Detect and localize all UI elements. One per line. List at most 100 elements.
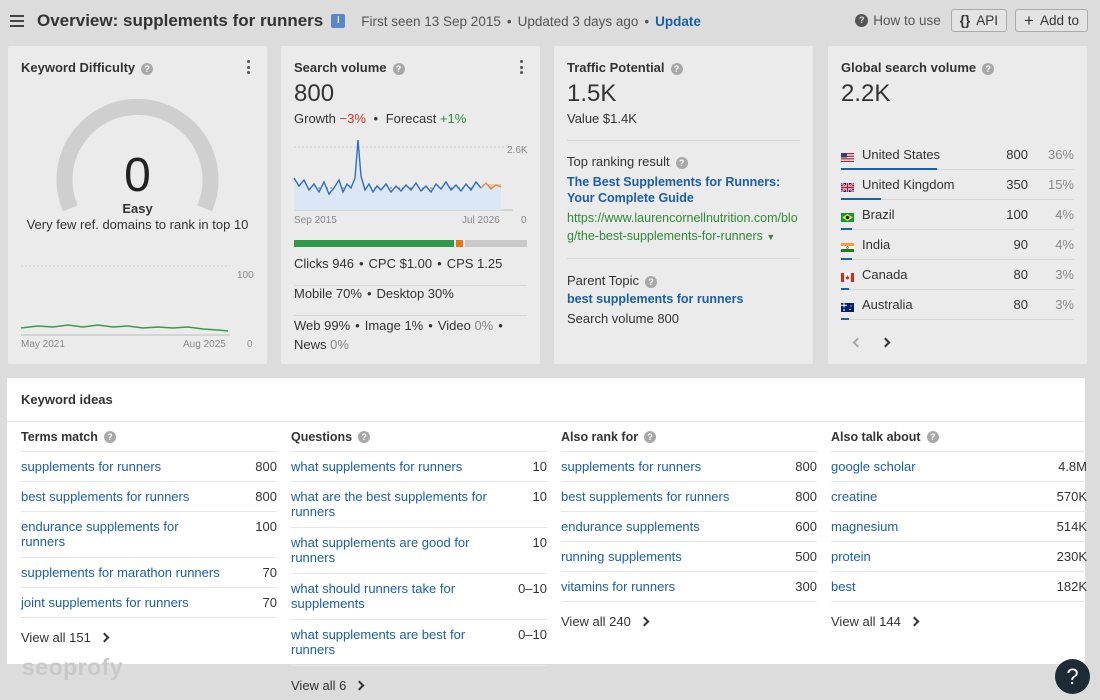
sv-device-row: Mobile 70% • Desktop 30%	[294, 286, 527, 316]
top-ranking-url-link[interactable]: https://www.laurencornellnutrition.com/b…	[567, 211, 798, 243]
keyword-link[interactable]: what supplements are good for runners	[291, 535, 470, 565]
country-name: India	[862, 237, 891, 252]
click-share-organic	[294, 240, 454, 247]
country-row[interactable]: United States 800 36%	[841, 140, 1074, 170]
api-button[interactable]: {} API	[950, 9, 1008, 32]
help-icon[interactable]: ?	[644, 430, 657, 443]
keyword-row[interactable]: what supplements for runners 10	[291, 452, 547, 482]
api-label: API	[976, 13, 999, 28]
keyword-row[interactable]: what should runners take for supplements…	[291, 574, 547, 620]
desktop-stat: Desktop 30%	[376, 286, 454, 301]
menu-icon[interactable]	[10, 15, 24, 27]
help-icon[interactable]: ?	[926, 430, 939, 443]
kebab-menu-icon[interactable]	[247, 60, 251, 74]
prev-page-button[interactable]	[852, 337, 864, 349]
keyword-volume: 0–10	[518, 581, 547, 596]
keyword-row[interactable]: joint supplements for runners 70	[21, 588, 277, 618]
keyword-link[interactable]: what should runners take for supplements	[291, 581, 456, 611]
kd-history-chart	[20, 265, 230, 336]
tp-value-usd: Value $1.4K	[567, 111, 637, 126]
keyword-link[interactable]: endurance supplements for runners	[21, 519, 179, 549]
view-all-link[interactable]: View all 151	[21, 618, 277, 656]
sv-growth-line: Growth −3% • Forecast +1%	[294, 111, 467, 126]
country-row[interactable]: Canada 80 3%	[841, 260, 1074, 290]
keyword-row[interactable]: what are the best supplements for runner…	[291, 482, 547, 528]
help-icon[interactable]: ?	[645, 275, 658, 288]
kd-level: Easy	[122, 201, 153, 216]
view-all-link[interactable]: View all 6	[291, 666, 547, 700]
kebab-menu-icon[interactable]	[520, 60, 524, 74]
keyword-link[interactable]: running supplements	[561, 549, 682, 564]
country-percent: 4%	[1055, 237, 1074, 252]
top-ranking-title-link[interactable]: The Best Supplements for Runners: Your C…	[567, 175, 781, 205]
keyword-link[interactable]: magnesium	[831, 519, 899, 534]
keyword-link[interactable]: what supplements are best for runners	[291, 627, 466, 657]
help-icon[interactable]: ?	[141, 62, 154, 75]
keyword-row[interactable]: vitamins for runners 300	[561, 572, 817, 602]
keyword-volume: 4.8M	[1058, 459, 1087, 474]
update-link[interactable]: Update	[655, 13, 701, 29]
keyword-link[interactable]: protein	[831, 549, 871, 564]
keyword-row[interactable]: supplements for runners 800	[21, 452, 277, 482]
keyword-row[interactable]: magnesium 514K	[831, 512, 1087, 542]
keyword-row[interactable]: running supplements 500	[561, 542, 817, 572]
keyword-link[interactable]: joint supplements for runners	[21, 595, 189, 610]
web-stat: Web 99%	[294, 318, 351, 333]
sv-clicks-row: Clicks 946 • CPC $1.00 • CPS 1.25	[294, 256, 527, 286]
keyword-volume: 800	[795, 459, 817, 474]
keyword-row[interactable]: what supplements are best for runners 0–1…	[291, 620, 547, 666]
next-page-button[interactable]	[880, 337, 892, 349]
how-to-use-link[interactable]: ? How to use	[855, 13, 941, 28]
parent-topic-link[interactable]: best supplements for runners	[567, 292, 744, 306]
sv-x-start: Sep 2015	[294, 215, 337, 226]
keyword-row[interactable]: creatine 570K	[831, 482, 1087, 512]
keyword-link[interactable]: creatine	[831, 489, 878, 504]
keyword-link[interactable]: google scholar	[831, 459, 916, 474]
keyword-row[interactable]: best supplements for runners 800	[561, 482, 817, 512]
country-row[interactable]: Brazil 100 4%	[841, 200, 1074, 230]
add-to-button[interactable]: + Add to	[1015, 9, 1088, 32]
country-row[interactable]: Australia 80 3%	[841, 290, 1074, 320]
country-share-bar	[841, 228, 852, 230]
intent-badge[interactable]: I	[331, 14, 346, 28]
view-all-link[interactable]: View all 144	[831, 602, 1087, 640]
page-title: Overview: supplements for runners	[37, 11, 324, 30]
keyword-link[interactable]: best supplements for runners	[21, 489, 190, 504]
canada-flag-icon	[841, 270, 854, 282]
video-value: 0%	[474, 318, 494, 333]
help-icon[interactable]: ?	[982, 62, 995, 75]
cps-stat: CPS 1.25	[446, 256, 503, 271]
sv-history-chart	[293, 139, 513, 211]
keyword-link[interactable]: best	[831, 579, 856, 594]
keyword-link[interactable]: supplements for runners	[21, 459, 162, 474]
keyword-link[interactable]: endurance supplements	[561, 519, 700, 534]
help-fab-button[interactable]: ?	[1055, 659, 1090, 694]
view-all-link[interactable]: View all 240	[561, 602, 817, 640]
help-icon[interactable]: ?	[103, 430, 116, 443]
keyword-row[interactable]: supplements for runners 800	[561, 452, 817, 482]
keyword-link[interactable]: what supplements for runners	[291, 459, 463, 474]
keyword-row[interactable]: best supplements for runners 800	[21, 482, 277, 512]
top-ranking-label: Top ranking result?	[567, 154, 688, 169]
help-icon[interactable]: ?	[675, 156, 688, 169]
keyword-row[interactable]: endurance supplements for runners 100	[21, 512, 277, 558]
keyword-row[interactable]: supplements for marathon runners 70	[21, 558, 277, 588]
help-icon[interactable]: ?	[358, 430, 371, 443]
keyword-link[interactable]: vitamins for runners	[561, 579, 676, 594]
keyword-row[interactable]: best 182K	[831, 572, 1087, 602]
help-icon[interactable]: ?	[392, 62, 405, 75]
keyword-link[interactable]: supplements for runners	[561, 459, 702, 474]
keyword-row[interactable]: what supplements are good for runners 10	[291, 528, 547, 574]
keyword-link[interactable]: supplements for marathon runners	[21, 565, 220, 580]
gsv-value: 2.2K	[841, 80, 891, 107]
keyword-row[interactable]: endurance supplements 600	[561, 512, 817, 542]
keyword-link[interactable]: best supplements for runners	[561, 489, 730, 504]
keyword-link[interactable]: what are the best supplements for runner…	[291, 489, 487, 519]
country-row[interactable]: India 90 4%	[841, 230, 1074, 260]
keyword-row[interactable]: protein 230K	[831, 542, 1087, 572]
help-icon[interactable]: ?	[670, 62, 683, 75]
country-row[interactable]: United Kingdom 350 15%	[840, 170, 1074, 200]
keyword-row[interactable]: google scholar 4.8M	[831, 452, 1087, 482]
parent-topic-label: Parent Topic?	[567, 273, 658, 288]
keyword-ideas-panel: Keyword ideas Terms match? supplements fo…	[7, 378, 1087, 693]
